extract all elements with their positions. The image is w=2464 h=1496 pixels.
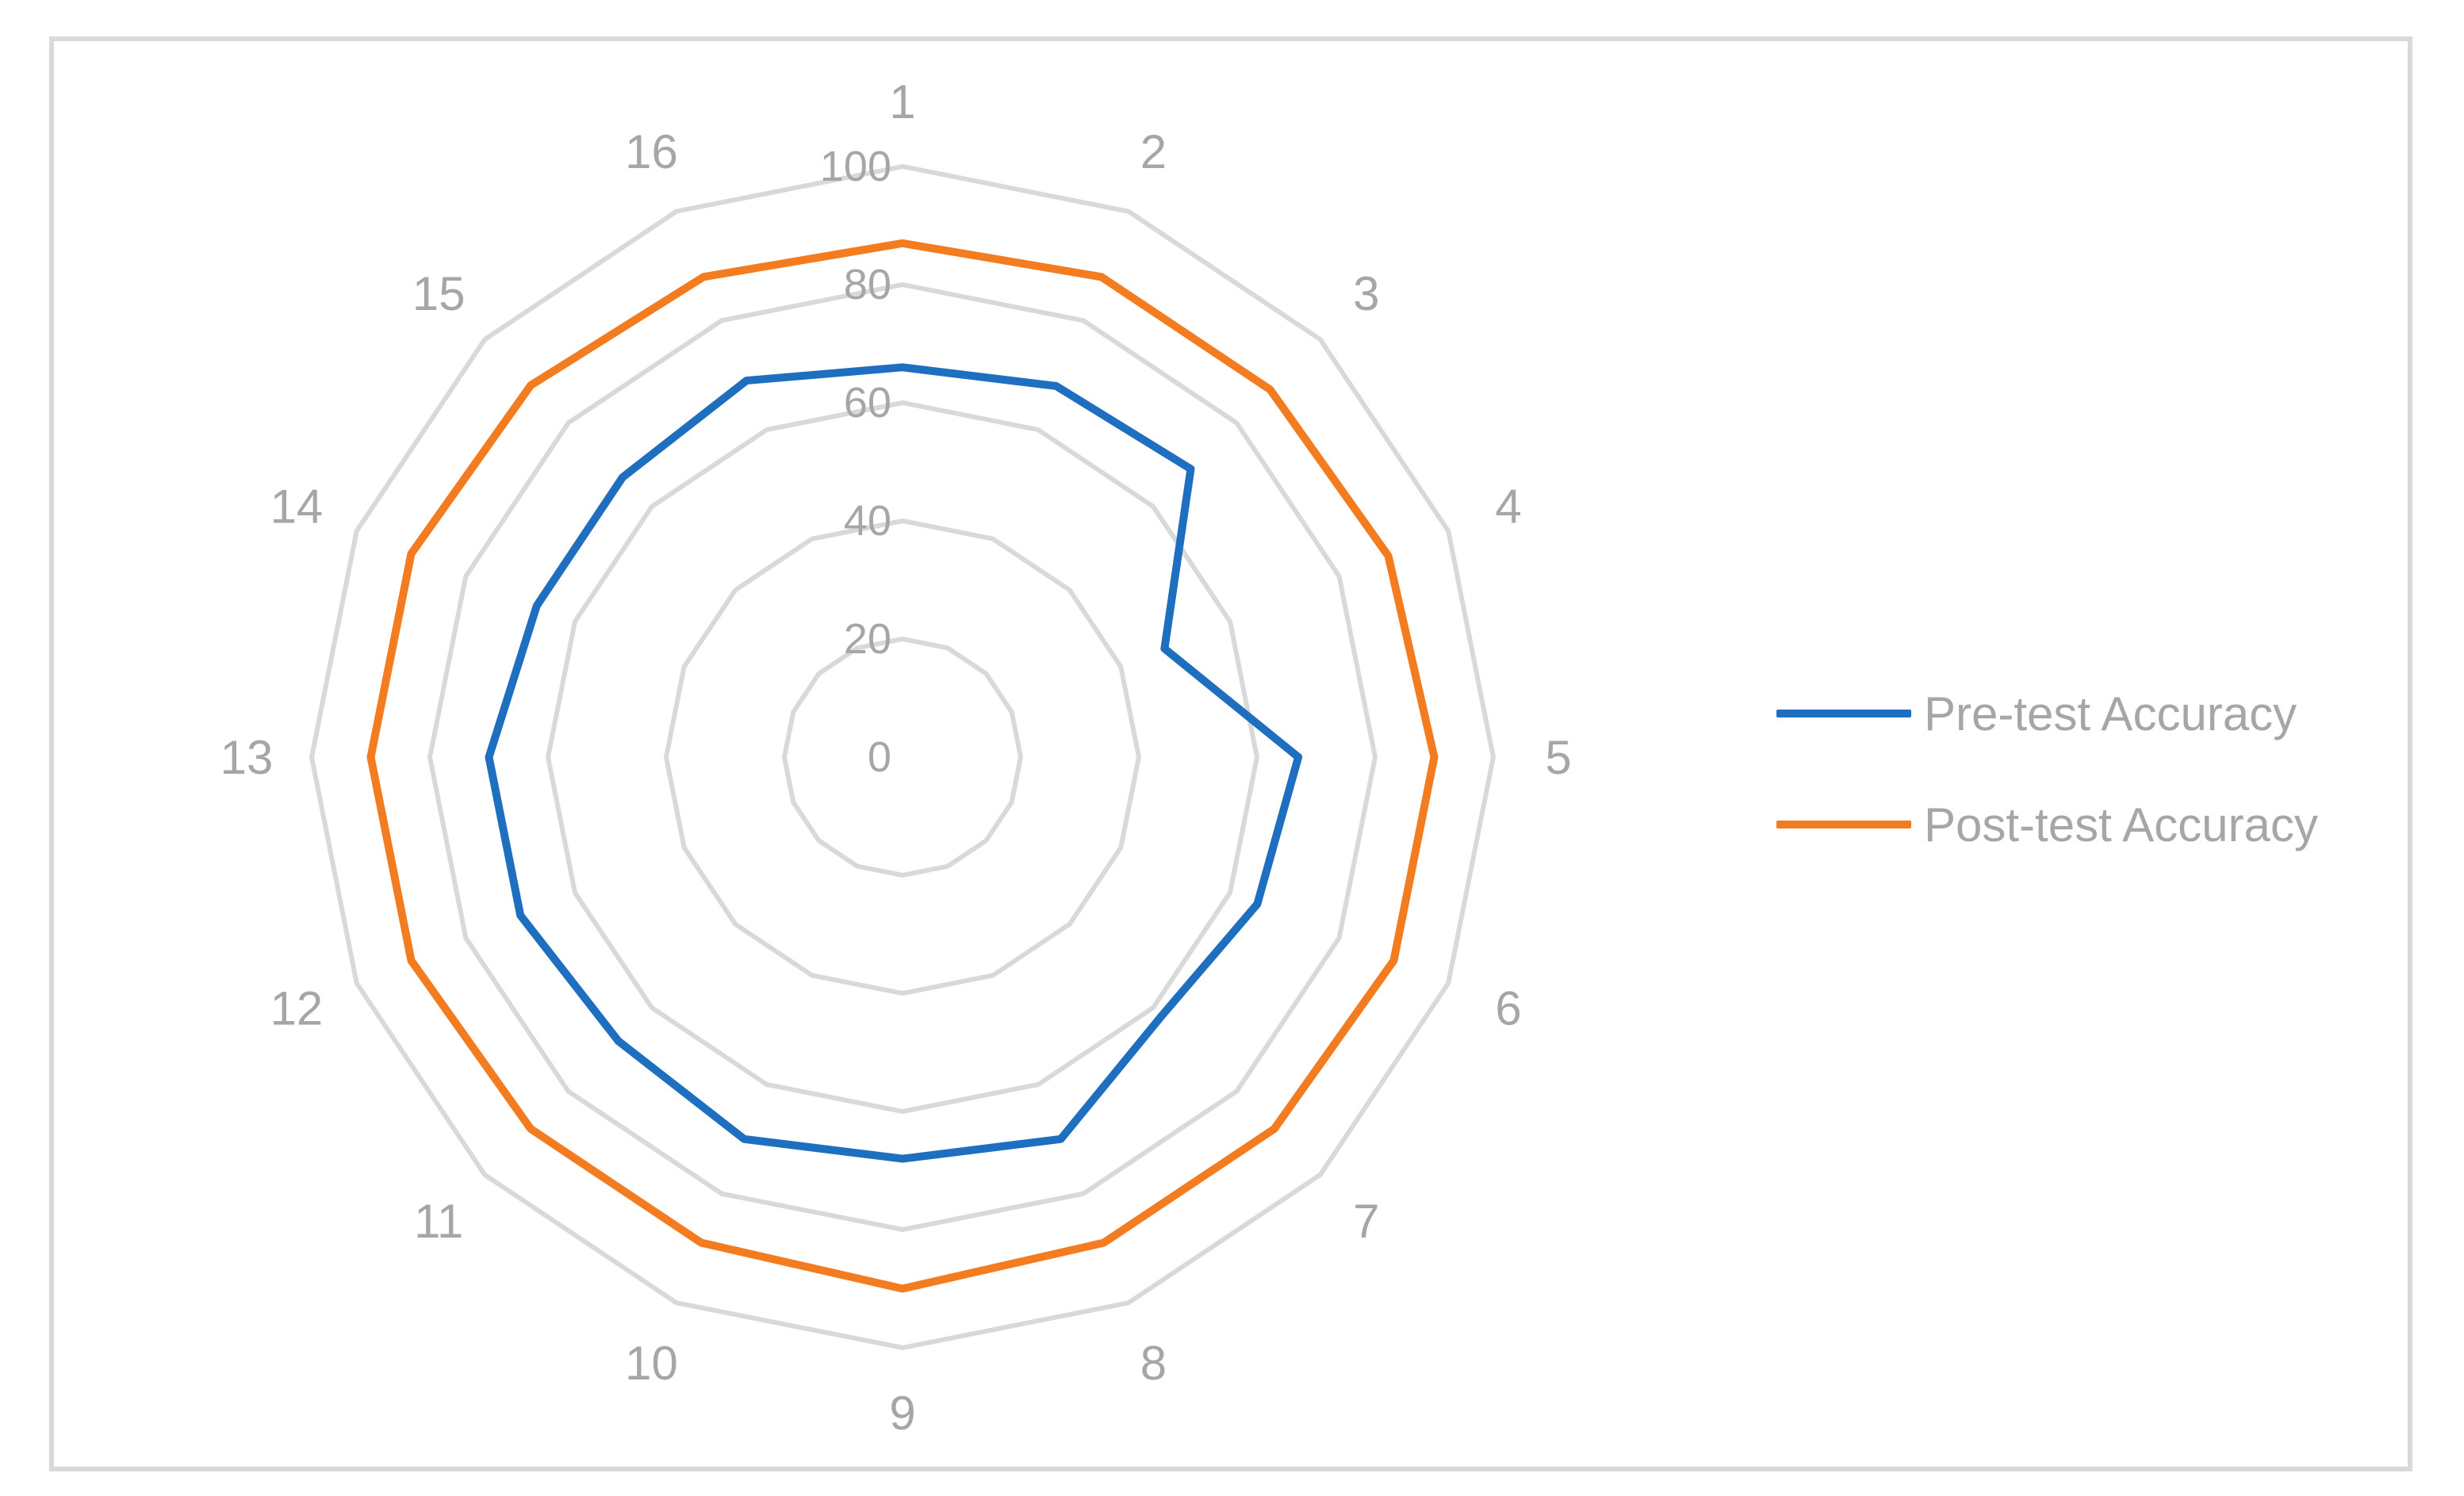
radar-grid (308, 163, 1496, 1351)
data-point-pre-test-12 (519, 914, 522, 916)
data-point-pre-test-15 (622, 476, 624, 479)
data-point-pre-test-3 (1190, 468, 1192, 470)
category-label-11: 11 (414, 1195, 463, 1248)
radial-tick-label-80: 80 (844, 261, 891, 308)
category-label-7: 7 (1353, 1195, 1379, 1248)
category-label-12: 12 (270, 981, 324, 1035)
category-label-15: 15 (412, 267, 466, 320)
data-point-pre-test-16 (745, 380, 748, 382)
data-point-pre-test-9 (902, 1157, 903, 1160)
data-point-post-test-2 (1100, 276, 1102, 278)
data-point-post-test-3 (1269, 388, 1271, 391)
category-label-9: 9 (889, 1387, 915, 1440)
category-label-13: 13 (220, 731, 274, 784)
category-label-5: 5 (1545, 731, 1571, 784)
data-point-pre-test-5 (1297, 756, 1300, 758)
radial-tick-label-100: 100 (820, 143, 891, 190)
category-label-16: 16 (625, 125, 678, 178)
radial-tick-label-40: 40 (844, 497, 891, 545)
data-point-pre-test-4 (1163, 648, 1166, 650)
category-label-4: 4 (1495, 480, 1521, 534)
grid-ring-20 (781, 636, 1024, 878)
data-point-pre-test-8 (1060, 1138, 1062, 1140)
radial-tick-label-0: 0 (868, 733, 891, 781)
series-lines (366, 239, 1439, 1293)
data-point-pre-test-14 (535, 604, 538, 606)
data-point-post-test-15 (530, 385, 532, 387)
radial-tick-label-60: 60 (844, 379, 891, 427)
category-label-2: 2 (1140, 125, 1167, 178)
grid-ring-100 (308, 163, 1496, 1351)
category-label-8: 8 (1140, 1337, 1167, 1390)
category-label-3: 3 (1353, 267, 1379, 320)
data-point-pre-test-6 (1256, 903, 1259, 905)
data-point-post-test-13 (370, 756, 372, 758)
data-point-pre-test-2 (1055, 385, 1057, 387)
data-point-post-test-5 (1433, 756, 1435, 758)
data-point-pre-test-13 (488, 756, 490, 758)
data-point-post-test-1 (902, 242, 903, 244)
data-point-pre-test-10 (743, 1138, 745, 1140)
legend: Pre-test Accuracy Post-test Accuracy (1776, 658, 2411, 880)
legend-label-post-test: Post-test Accuracy (1924, 798, 2318, 851)
data-point-post-test-4 (1387, 555, 1389, 557)
legend-item-pre-test[interactable]: Pre-test Accuracy (1776, 658, 2411, 769)
legend-item-post-test[interactable]: Post-test Accuracy (1776, 769, 2411, 880)
legend-label-pre-test: Pre-test Accuracy (1924, 687, 2297, 740)
data-point-post-test-10 (700, 1242, 703, 1244)
grid-ring-40 (663, 518, 1142, 997)
grid-ring-80 (427, 281, 1378, 1233)
series-line-pre-test (485, 363, 1303, 1163)
data-point-post-test-7 (1273, 1127, 1275, 1130)
data-point-post-test-11 (530, 1127, 532, 1130)
legend-swatch-post-test (1776, 821, 1911, 828)
legend-swatch-pre-test (1776, 710, 1911, 717)
data-point-post-test-6 (1393, 959, 1395, 962)
data-point-pre-test-11 (617, 1040, 619, 1043)
data-point-post-test-8 (1102, 1242, 1105, 1244)
category-label-6: 6 (1495, 981, 1521, 1035)
category-label-10: 10 (625, 1337, 678, 1390)
series-line-post-test (366, 239, 1439, 1293)
radial-tick-label-20: 20 (844, 615, 891, 663)
data-point-pre-test-7 (1160, 1015, 1163, 1017)
data-point-post-test-14 (410, 553, 412, 555)
category-label-14: 14 (270, 480, 324, 534)
data-point-post-test-16 (703, 276, 705, 278)
data-point-post-test-12 (410, 959, 412, 962)
data-point-post-test-9 (902, 1287, 903, 1290)
category-label-1: 1 (889, 75, 915, 128)
radial-tick-labels: 0 20 40 60 80 100 (820, 143, 891, 781)
data-point-pre-test-1 (902, 366, 903, 369)
grid-ring-60 (545, 400, 1260, 1115)
